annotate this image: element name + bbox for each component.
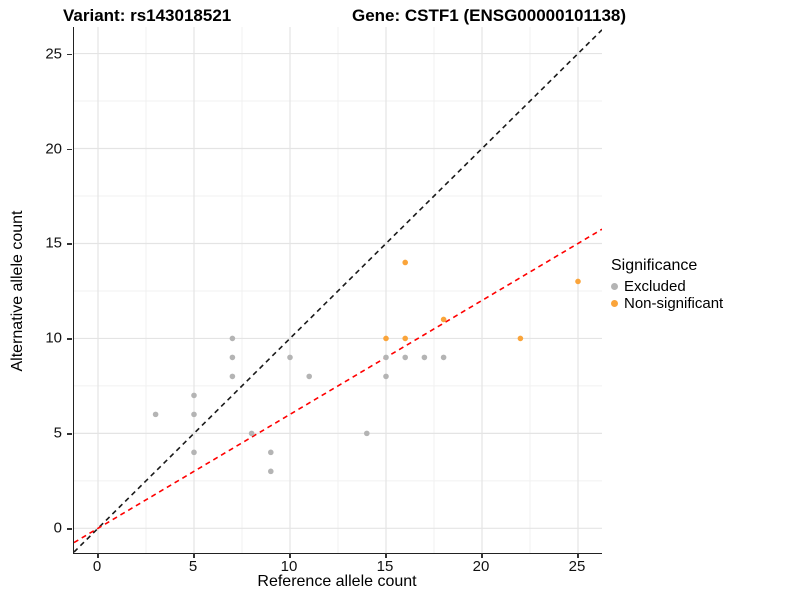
- data-point-non-significant: [517, 335, 524, 342]
- x-tick-mark: [481, 553, 483, 558]
- data-point-excluded: [383, 354, 389, 361]
- y-tick-mark: [67, 243, 72, 245]
- data-point-excluded: [152, 411, 159, 418]
- data-point-excluded: [268, 468, 274, 475]
- y-tick-label: 25: [45, 45, 62, 63]
- y-tick-label: 20: [45, 140, 62, 158]
- data-point-excluded: [191, 449, 197, 456]
- data-point-excluded: [402, 354, 409, 361]
- legend-item-excluded: Excluded: [611, 278, 723, 295]
- x-tick-mark: [97, 553, 99, 558]
- expected-ratio-line: [74, 228, 602, 544]
- data-point-non-significant: [402, 259, 409, 266]
- data-point-non-significant: [440, 316, 447, 323]
- data-point-excluded: [287, 354, 293, 361]
- y-tick-mark: [67, 53, 72, 56]
- data-point-excluded: [229, 354, 236, 361]
- plot-title-variant: Variant: rs143018521: [63, 6, 232, 25]
- data-point-excluded: [191, 392, 197, 399]
- y-tick-label: 10: [45, 329, 62, 347]
- x-tick-mark: [193, 553, 195, 558]
- identity-line: [74, 29, 602, 553]
- non-significant-swatch-icon: [611, 300, 618, 307]
- y-tick-mark: [67, 338, 72, 340]
- x-tick-mark: [577, 553, 579, 558]
- data-point-non-significant: [402, 335, 409, 342]
- y-axis-title: Alternative allele count: [9, 210, 26, 372]
- plot-panel: [73, 27, 602, 554]
- x-tick-mark: [289, 553, 291, 558]
- data-point-excluded: [306, 373, 312, 380]
- y-tick-label: 15: [45, 234, 62, 252]
- data-point-excluded: [364, 430, 370, 437]
- x-tick-label: 5: [188, 558, 198, 575]
- y-tick-mark: [67, 433, 72, 435]
- y-tick-mark: [67, 148, 72, 151]
- y-tick-label: 5: [53, 424, 62, 442]
- legend-item-label: Non-significant: [624, 295, 724, 312]
- data-point-excluded: [248, 430, 255, 437]
- data-point-excluded: [229, 373, 236, 380]
- data-point-excluded: [268, 449, 274, 456]
- data-point-excluded: [191, 411, 197, 418]
- y-tick-mark: [67, 528, 72, 530]
- legend-item-label: Excluded: [624, 278, 686, 295]
- plot-title-gene: Gene: CSTF1 (ENSG00000101138): [352, 6, 627, 25]
- excluded-swatch-icon: [611, 283, 618, 290]
- legend-title: Significance: [611, 257, 698, 274]
- x-tick-label: 15: [376, 558, 394, 575]
- data-point-non-significant: [575, 278, 581, 285]
- data-point-excluded: [440, 354, 447, 361]
- x-tick-label: 10: [280, 558, 298, 575]
- x-tick-mark: [385, 553, 387, 558]
- y-tick-label: 0: [53, 519, 62, 537]
- data-point-excluded: [383, 373, 389, 380]
- scatter-plot-canvas: [74, 27, 602, 553]
- x-axis-title: Reference allele count: [257, 573, 417, 590]
- x-tick-label: 20: [472, 558, 490, 575]
- x-tick-label: 25: [568, 558, 586, 575]
- legend: Significance Excluded Non-significant: [611, 257, 723, 312]
- data-point-excluded: [229, 335, 236, 342]
- legend-item-non-significant: Non-significant: [611, 295, 723, 312]
- x-tick-label: 0: [92, 558, 102, 575]
- data-point-non-significant: [383, 335, 389, 342]
- data-point-excluded: [421, 354, 428, 361]
